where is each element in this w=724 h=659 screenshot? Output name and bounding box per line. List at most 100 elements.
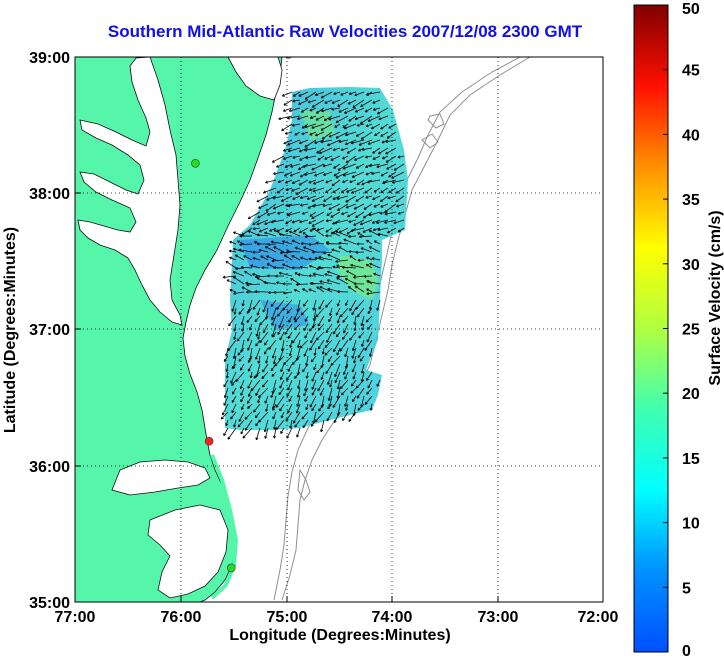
velocity-vector [315, 91, 325, 96]
velocity-vector [222, 403, 229, 416]
velocity-vector-head [395, 199, 398, 202]
velocity-vector [287, 139, 301, 146]
velocity-vector [356, 131, 365, 137]
velocity-vector [369, 163, 381, 167]
velocity-vector [273, 355, 277, 365]
velocity-vector [279, 403, 285, 412]
velocity-vector [235, 371, 245, 382]
velocity-vector [297, 115, 309, 120]
velocity-vector [282, 91, 293, 97]
velocity-vector [322, 163, 333, 167]
velocity-vector [282, 240, 293, 245]
velocity-vector [253, 403, 261, 413]
velocity-vector [321, 131, 333, 140]
velocity-vector-head [362, 229, 365, 233]
velocity-vector [361, 371, 365, 382]
velocity-vector [337, 163, 349, 171]
velocity-vector-head [350, 141, 354, 144]
velocity-vector [231, 363, 237, 369]
velocity-vector-head [245, 281, 249, 284]
velocity-vector [284, 323, 293, 335]
velocity-vector-head [335, 259, 338, 262]
velocity-vector [337, 99, 349, 107]
velocity-vector-head [283, 156, 286, 160]
velocity-vector [354, 115, 365, 120]
velocity-vector [290, 419, 293, 429]
velocity-vector [229, 256, 237, 261]
velocity-vector-head [393, 167, 396, 171]
velocity-vector [278, 115, 293, 120]
velocity-vector-head [264, 222, 267, 225]
velocity-vector-head [321, 109, 324, 112]
velocity-vector [287, 363, 293, 372]
velocity-vector [308, 179, 317, 184]
velocity-vector-head [255, 333, 257, 337]
y-tick-label: 37:00 [29, 322, 70, 339]
velocity-vector [363, 211, 373, 219]
velocity-vector [330, 155, 341, 161]
velocity-vector [275, 395, 285, 408]
velocity-vector [223, 379, 229, 388]
velocity-vector [354, 155, 365, 161]
velocity-vector [302, 163, 317, 168]
velocity-vector [298, 99, 309, 105]
velocity-vector-head [332, 197, 335, 200]
velocity-vector [256, 195, 269, 203]
velocity-vector [373, 273, 381, 277]
velocity-vector-head [311, 167, 314, 171]
velocity-vector-head [283, 291, 286, 294]
velocity-vector [272, 403, 277, 411]
velocity-vector-head [331, 100, 334, 104]
velocity-vector-head [348, 118, 351, 122]
velocity-vector-head [356, 242, 360, 245]
velocity-vector-head [358, 142, 361, 146]
velocity-vector-head [294, 319, 296, 323]
velocity-vector [364, 187, 373, 194]
velocity-vector [342, 123, 349, 128]
velocity-vector [326, 279, 341, 285]
velocity-vector-head [246, 290, 249, 293]
velocity-vector [345, 139, 357, 145]
velocity-vector [338, 107, 349, 113]
velocity-vector [360, 115, 373, 125]
velocity-vector [311, 379, 317, 390]
velocity-vector [361, 339, 365, 347]
velocity-vector [341, 387, 349, 396]
velocity-vector-head [361, 182, 364, 185]
velocity-vector [304, 235, 317, 238]
velocity-vector [333, 163, 341, 169]
velocity-vector-head [372, 100, 375, 104]
velocity-vector [238, 249, 253, 253]
velocity-vector [291, 219, 301, 223]
velocity-vector-head [313, 181, 316, 185]
velocity-vector-head [336, 196, 339, 200]
velocity-vector [252, 273, 261, 277]
velocity-vector-head [297, 116, 300, 120]
velocity-vector-head [322, 204, 326, 207]
velocity-vector [271, 315, 277, 326]
velocity-vector-head [282, 282, 286, 285]
velocity-vector-head [296, 394, 299, 398]
velocity-vector [332, 187, 341, 193]
velocity-vector [265, 203, 277, 212]
velocity-vector-head [258, 248, 262, 251]
velocity-vector [292, 179, 301, 184]
velocity-vector [345, 355, 349, 369]
velocity-vector-head [386, 135, 389, 139]
velocity-vector [256, 219, 269, 225]
velocity-vector [372, 195, 381, 200]
velocity-vector-head [301, 109, 303, 113]
velocity-vector [317, 155, 325, 161]
velocity-vector-head [368, 164, 372, 167]
velocity-vector-head [291, 266, 295, 269]
velocity-vector [238, 307, 245, 315]
velocity-vector-head [388, 174, 391, 178]
velocity-vector-head [297, 345, 299, 349]
velocity-vector [368, 229, 381, 237]
velocity-vector-head [363, 206, 366, 210]
velocity-vector-head [283, 141, 286, 144]
velocity-vector [393, 219, 405, 224]
velocity-vector [280, 371, 285, 380]
velocity-vector [262, 379, 269, 388]
velocity-vector [276, 187, 285, 194]
